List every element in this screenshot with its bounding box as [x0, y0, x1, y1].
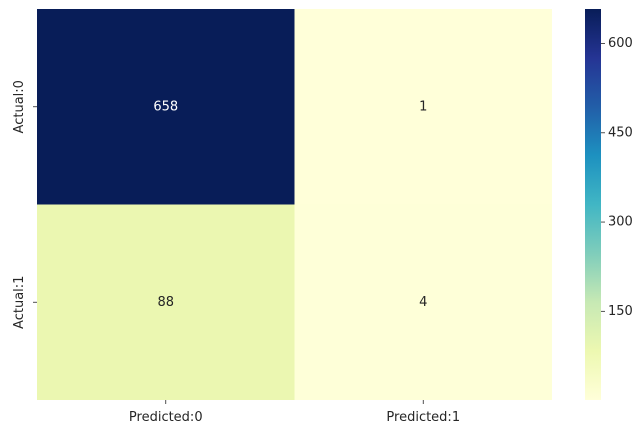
cell-value-r1-c0: 88	[157, 295, 174, 310]
colorbar-tick-label: 450	[608, 125, 633, 140]
x-tick-label: Predicted:1	[386, 410, 460, 425]
y-axis-ticks: Actual:0 Actual:1	[12, 80, 37, 329]
cell-annotations: 658 1 88 4	[153, 99, 427, 310]
heatmap-cell-r1-c1	[294, 204, 552, 400]
y-tick-label: Actual:0	[12, 80, 27, 133]
colorbar-tick-label: 150	[608, 304, 633, 319]
x-axis-ticks: Predicted:0 Predicted:1	[129, 400, 460, 425]
colorbar-ticks: 150 300 450 600	[601, 36, 633, 319]
y-tick-label: Actual:1	[12, 276, 27, 329]
cell-value-r0-c1: 1	[419, 99, 427, 114]
colorbar-tick-label: 300	[608, 215, 633, 230]
cell-value-r0-c0: 658	[153, 99, 178, 114]
colorbar	[585, 9, 601, 400]
heatmap-cell-r0-c1	[294, 9, 552, 205]
heatmap-cell-r1-c0	[37, 204, 295, 400]
colorbar-tick-label: 600	[608, 36, 633, 51]
heatmap-cell-r0-c0	[37, 9, 295, 205]
cell-value-r1-c1: 4	[419, 295, 427, 310]
heatmap-cells	[37, 9, 552, 400]
x-tick-label: Predicted:0	[129, 410, 203, 425]
